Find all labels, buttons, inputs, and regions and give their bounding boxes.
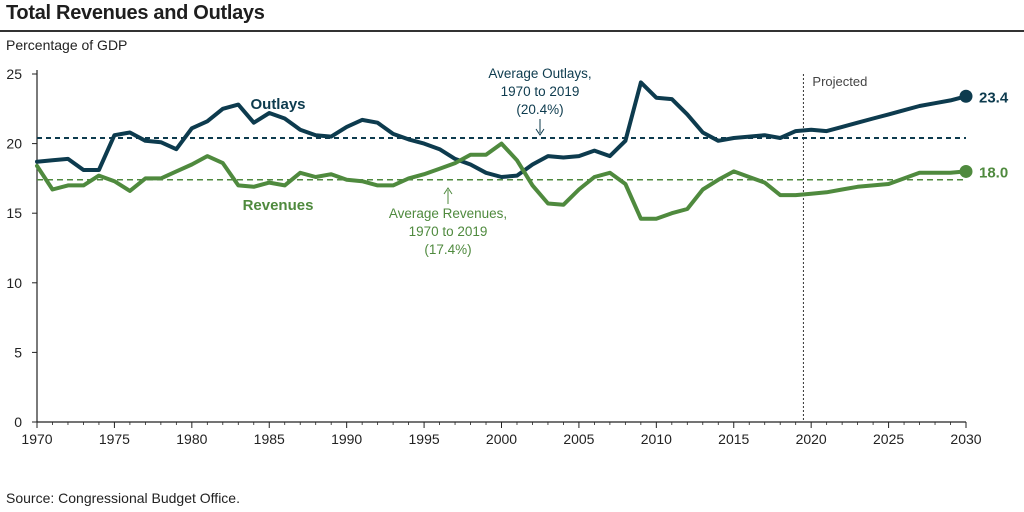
revenues-series-label: Revenues bbox=[243, 197, 314, 214]
y-tick-label: 5 bbox=[14, 344, 22, 360]
outlays-series-label: Outlays bbox=[250, 96, 305, 113]
x-tick-label: 1985 bbox=[254, 431, 285, 447]
x-tick-label: 1975 bbox=[99, 431, 130, 447]
revenues-end-label: 18.0 bbox=[979, 164, 1008, 181]
x-tick-label: 1970 bbox=[21, 431, 52, 447]
revenues-line bbox=[35, 141, 968, 221]
x-tick-label: 2000 bbox=[486, 431, 517, 447]
outlays-end-marker bbox=[959, 89, 973, 103]
y-tick-label: 25 bbox=[6, 66, 22, 82]
x-tick-label: 1995 bbox=[409, 431, 440, 447]
x-tick-label: 2005 bbox=[563, 431, 594, 447]
x-tick-label: 2020 bbox=[796, 431, 827, 447]
y-tick-label: 10 bbox=[6, 275, 22, 291]
average-revenues-annotation: (17.4%) bbox=[424, 242, 471, 257]
chart-title: Total Revenues and Outlays bbox=[6, 2, 265, 24]
projected-label: Projected bbox=[812, 74, 867, 89]
average-outlays-annotation: (20.4%) bbox=[516, 102, 563, 117]
average-revenues-annotation: Average Revenues, bbox=[389, 206, 507, 221]
x-tick-label: 1990 bbox=[331, 431, 362, 447]
title-divider bbox=[0, 30, 1024, 32]
x-tick-label: 2015 bbox=[718, 431, 749, 447]
x-tick-label: 2025 bbox=[873, 431, 904, 447]
average-outlays-arrowhead bbox=[535, 128, 545, 136]
average-revenues-arrowhead bbox=[443, 187, 453, 195]
y-tick-label: 20 bbox=[6, 136, 22, 152]
average-outlays-annotation: Average Outlays, bbox=[488, 66, 591, 81]
revenues-end-marker bbox=[959, 164, 973, 178]
average-outlays-annotation: 1970 to 2019 bbox=[501, 84, 580, 99]
outlays-line bbox=[35, 80, 968, 179]
y-tick-label: 0 bbox=[14, 414, 22, 430]
x-tick-label: 1980 bbox=[176, 431, 207, 447]
x-tick-label: 2010 bbox=[641, 431, 672, 447]
average-revenues-annotation: 1970 to 2019 bbox=[409, 224, 488, 239]
y-axis-label: Percentage of GDP bbox=[6, 37, 128, 53]
outlays-end-label: 23.4 bbox=[979, 89, 1009, 106]
y-tick-label: 15 bbox=[6, 205, 22, 221]
x-tick-label: 2030 bbox=[950, 431, 981, 447]
source-note: Source: Congressional Budget Office. bbox=[6, 490, 240, 506]
